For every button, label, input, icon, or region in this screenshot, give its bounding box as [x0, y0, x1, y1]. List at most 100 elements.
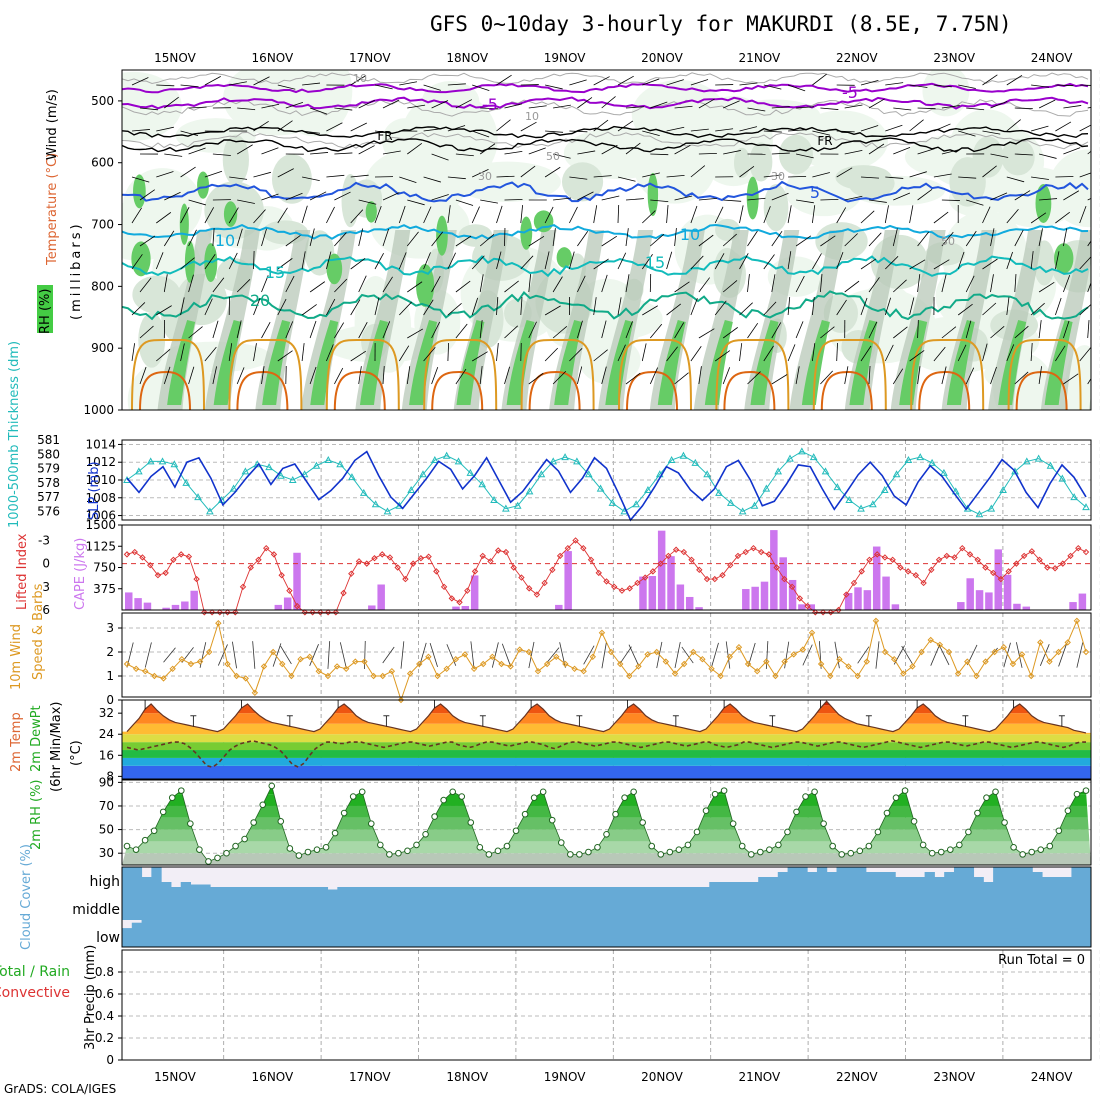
cloud-bar-middle	[875, 892, 886, 920]
wind-barb	[836, 130, 855, 133]
wind-barb	[941, 199, 960, 201]
cape-bar	[994, 549, 1002, 610]
wind-barb	[431, 194, 449, 201]
data-point	[259, 801, 267, 809]
precip-panel: 0.80.60.40.20 Run Total = 0 Total / Rain…	[0, 945, 1092, 1067]
cloud-bar-high	[582, 887, 593, 892]
wind-barb	[302, 176, 320, 182]
surface-wind-barb	[681, 646, 694, 664]
data-point	[433, 568, 440, 575]
cloud-bar-high	[856, 867, 867, 892]
cloud-bar-high	[797, 867, 808, 892]
data-point	[548, 816, 556, 824]
axis-tick-label: 16	[99, 748, 114, 762]
temperature-contour-label: 10	[680, 225, 700, 244]
cloud-bar-middle	[259, 892, 270, 920]
data-point	[196, 846, 203, 853]
cloud-bar-middle	[298, 892, 309, 920]
cloud-bar-low	[542, 920, 554, 947]
wind-barb	[188, 229, 197, 247]
cloud-bar-middle	[797, 892, 808, 920]
rh-core	[556, 247, 572, 268]
rh-blob	[364, 148, 467, 221]
cloud-bar-high	[337, 887, 348, 892]
wind-barb	[204, 346, 217, 362]
wind-barb	[212, 366, 217, 385]
wind-barb	[1038, 99, 1056, 109]
wind-barb	[1014, 190, 1031, 201]
data-point	[534, 667, 542, 675]
wind-barb	[326, 206, 335, 224]
wind-barb	[155, 252, 164, 270]
surface-wind-barb	[1039, 644, 1050, 666]
bottom-date-label: 19NOV	[544, 1070, 586, 1084]
cloud-series	[122, 867, 1092, 947]
data-point	[268, 782, 276, 790]
cloud-bar-high	[161, 882, 172, 892]
cloud-bar-high	[131, 867, 143, 892]
data-point	[502, 504, 510, 512]
data-point	[750, 544, 757, 552]
wind-barb	[472, 169, 489, 178]
wind-barb	[739, 165, 755, 178]
wind-barb	[237, 107, 256, 111]
footer-credit: GrADS: COLA/IGES	[4, 1082, 117, 1096]
wind-barb	[309, 228, 315, 247]
data-point	[869, 500, 877, 508]
cloud-bar-middle	[914, 892, 926, 920]
data-point	[139, 554, 146, 561]
cloud-bar-high	[503, 887, 515, 892]
wind-barb	[253, 209, 266, 224]
wind-barb	[1014, 153, 1033, 156]
wind-barb	[398, 252, 407, 270]
wind-barb	[958, 84, 976, 89]
cloud-bar-middle	[953, 892, 965, 920]
wind-barb	[698, 328, 715, 339]
wind-barb	[1063, 320, 1070, 339]
wind-barb	[261, 366, 265, 385]
cloud-bar-high	[347, 887, 358, 892]
data-point	[1034, 454, 1043, 462]
data-point	[802, 793, 809, 800]
wind-barb	[309, 366, 317, 385]
cloud-bar-middle	[650, 892, 661, 920]
wind-barb	[601, 195, 620, 201]
cloud-bar-low	[210, 920, 221, 947]
cloud-bar-low	[973, 920, 984, 947]
wind-barb	[180, 130, 199, 137]
wind-barb	[982, 74, 998, 86]
wind-barb	[674, 195, 693, 201]
wind-barb	[407, 328, 424, 339]
data-point	[263, 544, 270, 552]
data-point	[863, 658, 871, 665]
wind-barb	[714, 206, 724, 224]
wind-barb	[358, 366, 362, 385]
cloud-bar-low	[582, 920, 593, 947]
slp-axis-label: SLP (mb)	[87, 461, 102, 520]
cloud-bar-high	[493, 887, 505, 892]
pressure-tick-label: 800	[91, 279, 114, 293]
slp-series	[123, 447, 1090, 522]
rh-blob	[271, 154, 312, 204]
data-point	[449, 788, 456, 796]
wind-barb	[382, 366, 385, 385]
wind-barb	[204, 298, 213, 316]
wind-barb	[302, 82, 321, 86]
wind-barb	[1006, 119, 1021, 132]
data-point	[735, 643, 743, 651]
data-point	[1037, 639, 1044, 646]
data-point	[854, 672, 861, 680]
wind-barb	[625, 274, 630, 293]
cloud-bar-low	[366, 920, 377, 947]
wind-barb	[982, 165, 997, 178]
wind-barb	[156, 349, 171, 362]
data-point	[342, 665, 350, 673]
cloud-bar-middle	[836, 892, 847, 920]
cloud-bar-high	[1032, 872, 1043, 892]
isotherm	[122, 72, 1089, 85]
wind-barb	[407, 281, 423, 293]
wind-barb	[795, 275, 805, 293]
wind-barb	[690, 346, 702, 362]
wind-barb	[188, 274, 194, 293]
wind-barb	[407, 199, 425, 206]
